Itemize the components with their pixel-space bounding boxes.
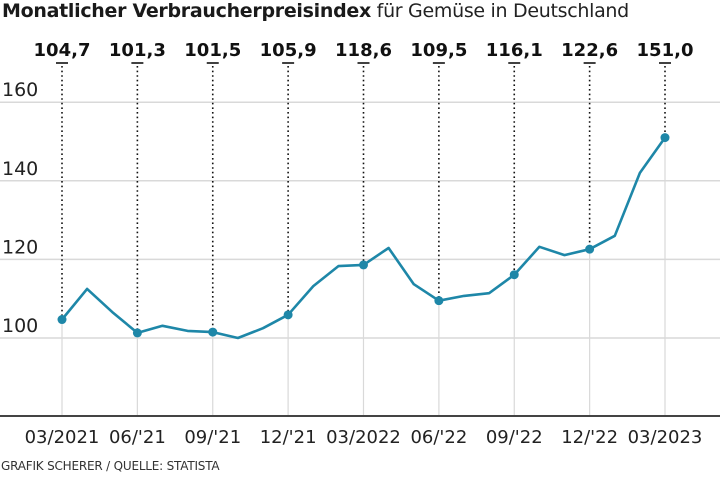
value-callout: 101,3 bbox=[109, 40, 166, 61]
value-callout: 109,5 bbox=[410, 40, 467, 61]
y-tick-label: 160 bbox=[2, 79, 38, 101]
chart-title-bold: Monatlicher Verbraucherpreisindex bbox=[2, 0, 371, 22]
x-tick-label: 12/'21 bbox=[260, 427, 317, 448]
x-tick-label: 09/'21 bbox=[184, 427, 241, 448]
data-point-marker bbox=[434, 296, 444, 306]
value-callout: 104,7 bbox=[34, 40, 91, 61]
x-tick-label: 03/2022 bbox=[326, 427, 401, 448]
x-tick-label: 06/'21 bbox=[109, 427, 166, 448]
x-tick-label: 12/'22 bbox=[561, 427, 618, 448]
value-callout: 118,6 bbox=[335, 40, 392, 61]
data-point-marker bbox=[283, 310, 293, 320]
value-callout: 151,0 bbox=[637, 40, 694, 61]
y-tick-label: 100 bbox=[2, 315, 38, 337]
data-point-marker bbox=[208, 327, 218, 337]
value-callout: 105,9 bbox=[260, 40, 317, 61]
chart-title-regular: für Gemüse in Deutschland bbox=[370, 0, 630, 22]
chart-title: Monatlicher Verbraucherpreisindex für Ge… bbox=[2, 0, 629, 22]
data-point-marker bbox=[509, 270, 519, 280]
y-tick-label: 140 bbox=[2, 158, 38, 180]
data-point-marker bbox=[132, 328, 142, 338]
data-point-marker bbox=[660, 133, 670, 143]
y-tick-label: 120 bbox=[2, 236, 38, 258]
data-point-marker bbox=[359, 260, 368, 270]
x-tick-label: 03/2023 bbox=[628, 427, 703, 448]
source-note: GRAFIK SCHERER / QUELLE: STATISTA bbox=[1, 459, 220, 473]
x-tick-label: 03/2021 bbox=[25, 427, 100, 448]
data-point-marker bbox=[585, 244, 595, 254]
value-callout: 122,6 bbox=[561, 40, 618, 61]
x-tick-label: 06/'22 bbox=[410, 427, 467, 448]
value-callout: 101,5 bbox=[184, 40, 241, 61]
value-callout: 116,1 bbox=[486, 40, 543, 61]
data-point-marker bbox=[57, 315, 67, 325]
x-tick-label: 09/'22 bbox=[486, 427, 543, 448]
